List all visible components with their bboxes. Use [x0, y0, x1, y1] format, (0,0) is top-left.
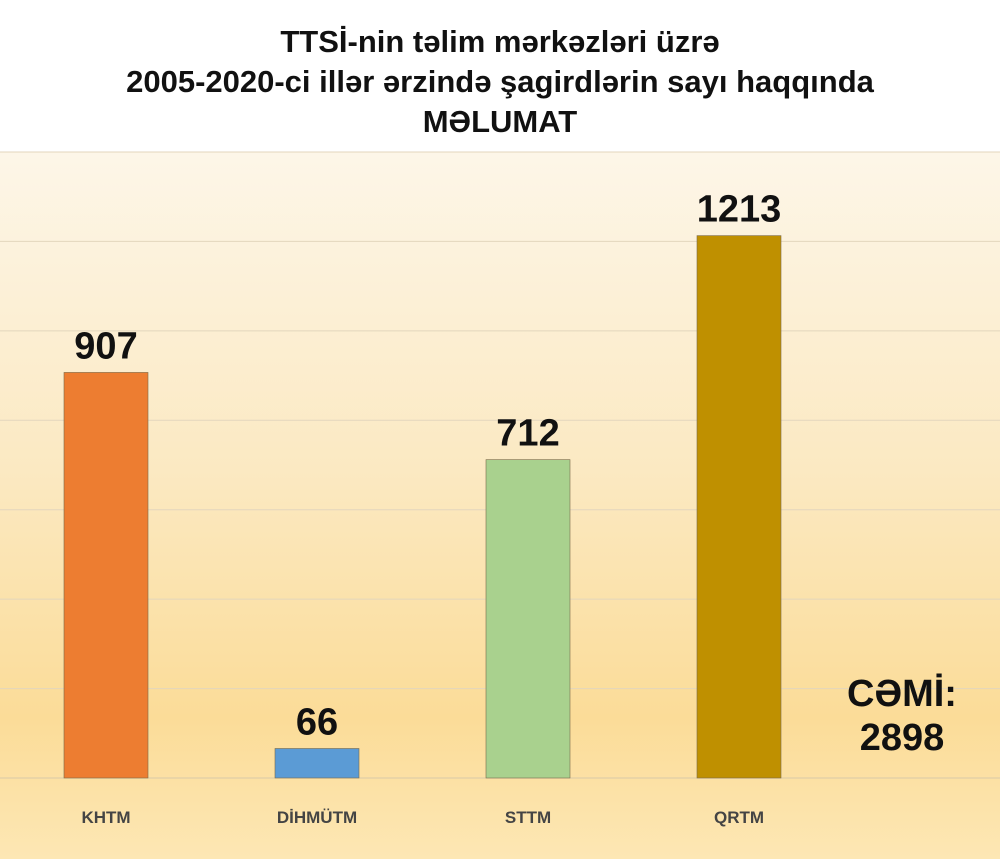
data-label: 907	[74, 325, 137, 367]
total-label: CƏMİ:	[847, 673, 957, 715]
chart-title-line-3: MƏLUMAT	[422, 104, 578, 139]
total-annotation: CƏMİ: 2898	[832, 672, 972, 760]
chart-title-line-2: 2005-2020-ci illər ərzində şagirdlərin s…	[126, 64, 874, 99]
total-value: 2898	[859, 717, 945, 759]
bar-qrtm	[696, 235, 782, 779]
bar-sttm	[485, 459, 571, 779]
x-tick-label: STTM	[505, 808, 551, 827]
chart-title-line-1: TTSİ-nin təlim mərkəzləri üzrə	[280, 24, 720, 59]
x-tick-label: DİHMÜTM	[277, 808, 357, 827]
bar-di̇hmütm	[274, 748, 360, 779]
data-label: 712	[496, 413, 559, 455]
chart-title: TTSİ-nin təlim mərkəzləri üzrə 2005-2020…	[0, 0, 1000, 152]
data-label: 1213	[697, 189, 782, 231]
x-tick-label: QRTM	[714, 808, 764, 827]
x-tick-label: KHTM	[81, 808, 130, 827]
bar-khtm	[63, 372, 149, 779]
data-label: 66	[296, 701, 338, 743]
